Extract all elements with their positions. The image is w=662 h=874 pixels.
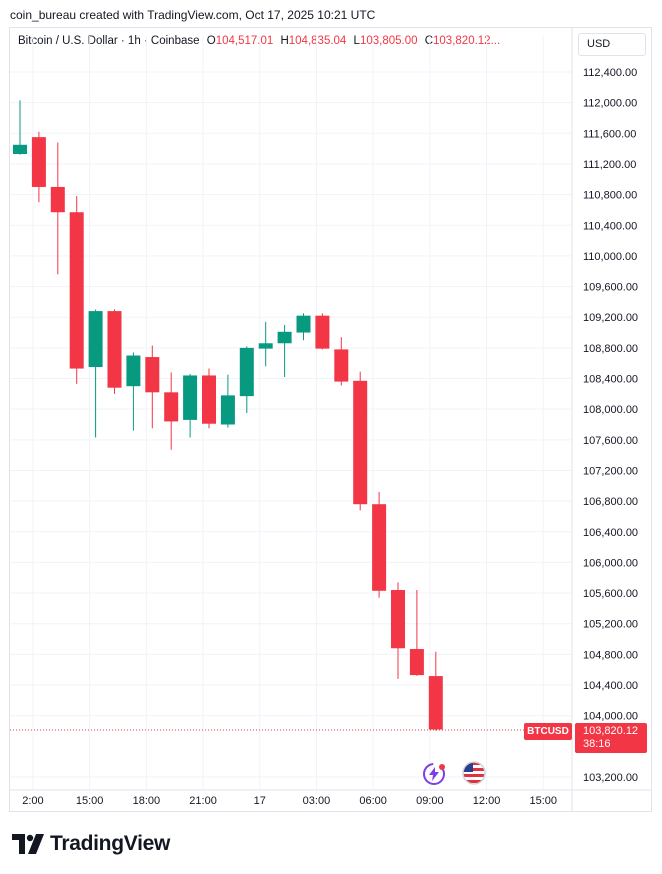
symbol-description[interactable]: Bitcoin / U.S. Dollar · 1h · Coinbase xyxy=(18,35,200,47)
candle-body xyxy=(13,144,27,154)
y-tick-label: 111,600.00 xyxy=(583,128,636,140)
y-tick-label: 107,600.00 xyxy=(583,435,638,447)
candle-body xyxy=(372,504,387,591)
high-value: 104,835.04 xyxy=(288,35,347,47)
y-tick-label: 104,800.00 xyxy=(583,649,638,661)
tradingview-wordmark: TradingView xyxy=(50,832,171,855)
candle-body xyxy=(31,137,46,187)
y-tick-label: 108,800.00 xyxy=(583,343,638,355)
candle-body xyxy=(183,375,198,420)
candle-body xyxy=(428,676,443,730)
candle-body xyxy=(126,355,141,387)
y-tick-label: 110,000.00 xyxy=(583,251,637,263)
candle-body xyxy=(220,395,235,425)
candle-body xyxy=(409,649,424,676)
y-tick-label: 111,200.00 xyxy=(583,159,636,171)
candle-body xyxy=(69,212,84,369)
x-tick-label: 12:00 xyxy=(473,795,501,807)
x-tick-label: 21:00 xyxy=(189,795,217,807)
x-tick-label: 06:00 xyxy=(359,795,387,807)
last-price-ticker-tag: BTCUSD xyxy=(524,723,572,740)
x-tick-label: 03:00 xyxy=(303,795,331,807)
chart-frame xyxy=(9,27,652,812)
y-tick-label: 108,000.00 xyxy=(583,404,638,416)
y-tick-label: 112,000.00 xyxy=(583,98,637,110)
candle-body xyxy=(277,331,292,344)
currency-button[interactable]: USD xyxy=(578,33,646,56)
y-tick-label: 106,400.00 xyxy=(583,527,638,539)
y-tick-label: 110,800.00 xyxy=(583,190,637,202)
x-tick-label: 2:00 xyxy=(22,795,43,807)
y-tick-label: 109,600.00 xyxy=(583,282,638,294)
y-tick-label: 112,400.00 xyxy=(583,67,637,79)
x-tick-label: 15:00 xyxy=(529,795,557,807)
low-label: L xyxy=(353,35,360,47)
y-tick-label: 106,000.00 xyxy=(583,557,638,569)
candle-body xyxy=(145,357,160,393)
y-tick-label: 103,200.00 xyxy=(583,772,638,784)
y-tick-label: 106,800.00 xyxy=(583,496,638,508)
y-tick-label: 107,200.00 xyxy=(583,465,638,477)
y-tick-label: 104,000.00 xyxy=(583,711,638,723)
last-price-value: 103,820.12 xyxy=(583,725,639,737)
close-value: 103,820.12... xyxy=(433,35,501,47)
candle-body xyxy=(353,380,368,505)
y-tick-label: 108,400.00 xyxy=(583,374,638,386)
low-value: 103,805.00 xyxy=(359,35,418,47)
bar-countdown: 38:16 xyxy=(583,738,611,750)
candle-body xyxy=(296,315,311,333)
x-tick-label: 15:00 xyxy=(76,795,104,807)
y-tick-label: 109,200.00 xyxy=(583,312,638,324)
open-value: 104,517.01 xyxy=(215,35,274,47)
candle-body xyxy=(239,347,254,397)
x-tick-label: 18:00 xyxy=(133,795,161,807)
candle-body xyxy=(164,392,179,422)
candle-body xyxy=(202,375,216,424)
candle-body xyxy=(334,349,349,382)
candle-body xyxy=(50,186,65,213)
us-flag-icon[interactable] xyxy=(461,760,487,786)
chart-legend: Bitcoin / U.S. Dollar · 1h · Coinbase O1… xyxy=(18,35,500,47)
y-tick-label: 105,600.00 xyxy=(583,588,638,600)
open-label: O xyxy=(206,35,216,47)
high-label: H xyxy=(280,35,289,47)
x-tick-label: 09:00 xyxy=(416,795,444,807)
lightning-bolt-icon[interactable] xyxy=(421,761,447,787)
candle-body xyxy=(88,311,103,368)
last-price-tag: 103,820.12 38:16 xyxy=(575,723,647,753)
tradingview-logo[interactable]: TradingView xyxy=(12,832,170,856)
y-tick-label: 110,400.00 xyxy=(583,220,637,232)
tradingview-logo-icon xyxy=(12,834,44,854)
y-tick-label: 104,400.00 xyxy=(583,680,638,692)
candle-body xyxy=(258,343,273,349)
y-tick-label: 105,200.00 xyxy=(583,619,638,631)
candle-body xyxy=(391,590,405,649)
x-tick-label: 17 xyxy=(254,795,266,807)
chart-credit: coin_bureau created with TradingView.com… xyxy=(10,8,376,22)
candle-body xyxy=(107,311,122,388)
candle-body xyxy=(315,315,330,349)
close-label: C xyxy=(424,35,434,47)
